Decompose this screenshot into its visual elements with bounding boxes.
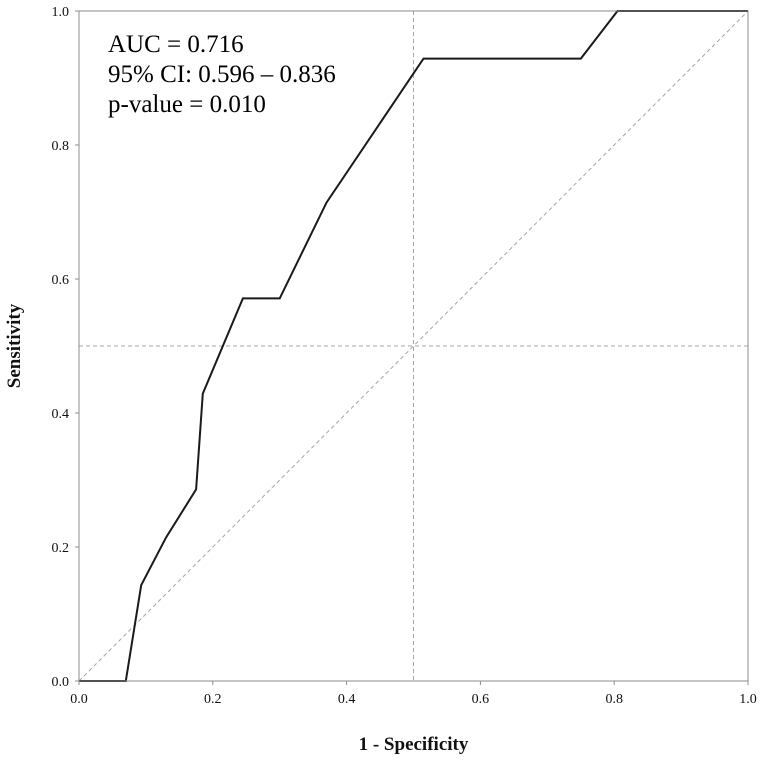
roc-curve-point [279,298,281,300]
y-tick-label: 0.0 [52,675,70,690]
y-tick-label: 0.4 [52,407,70,422]
tick-labels: 0.0 0.2 0.4 0.6 0.8 1.0 0.0 0.2 0.4 0.6 0.8 1.0 [52,5,757,707]
roc-curve-point [140,584,142,586]
y-tick-label: 0.8 [52,139,70,154]
x-tick-label: 1.0 [739,692,757,707]
y-tick-label: 0.6 [52,273,70,288]
roc-curve-point [165,537,167,539]
x-tick-label: 0.8 [605,692,623,707]
ci-annotation: 95% CI: 0.596 – 0.836 [108,61,336,88]
axes [75,10,749,685]
auc-annotation: AUC = 0.716 [108,31,244,58]
roc-curve-line [79,10,748,682]
y-tick-label: 1.0 [52,5,70,20]
roc-curve-point [423,58,425,60]
x-tick-label: 0.6 [472,692,490,707]
roc-curve-point [326,202,328,204]
x-tick-label: 0.4 [338,692,356,707]
y-axis-title: Sensitivity [4,303,25,388]
diagonal-reference-line [78,10,749,682]
x-tick-label: 0.2 [204,692,222,707]
roc-curve-point [242,298,244,300]
x-tick-label: 0.0 [70,692,88,707]
roc-curve-point [195,489,197,491]
roc-curve-point [580,58,582,60]
roc-curve-point [202,393,204,395]
p-value-annotation: p-value = 0.010 [108,91,266,118]
plot-frame [78,10,749,682]
y-tick-label: 0.2 [52,541,70,556]
plot-area [78,10,749,682]
x-axis-title: 1 - Specificity [359,734,469,755]
